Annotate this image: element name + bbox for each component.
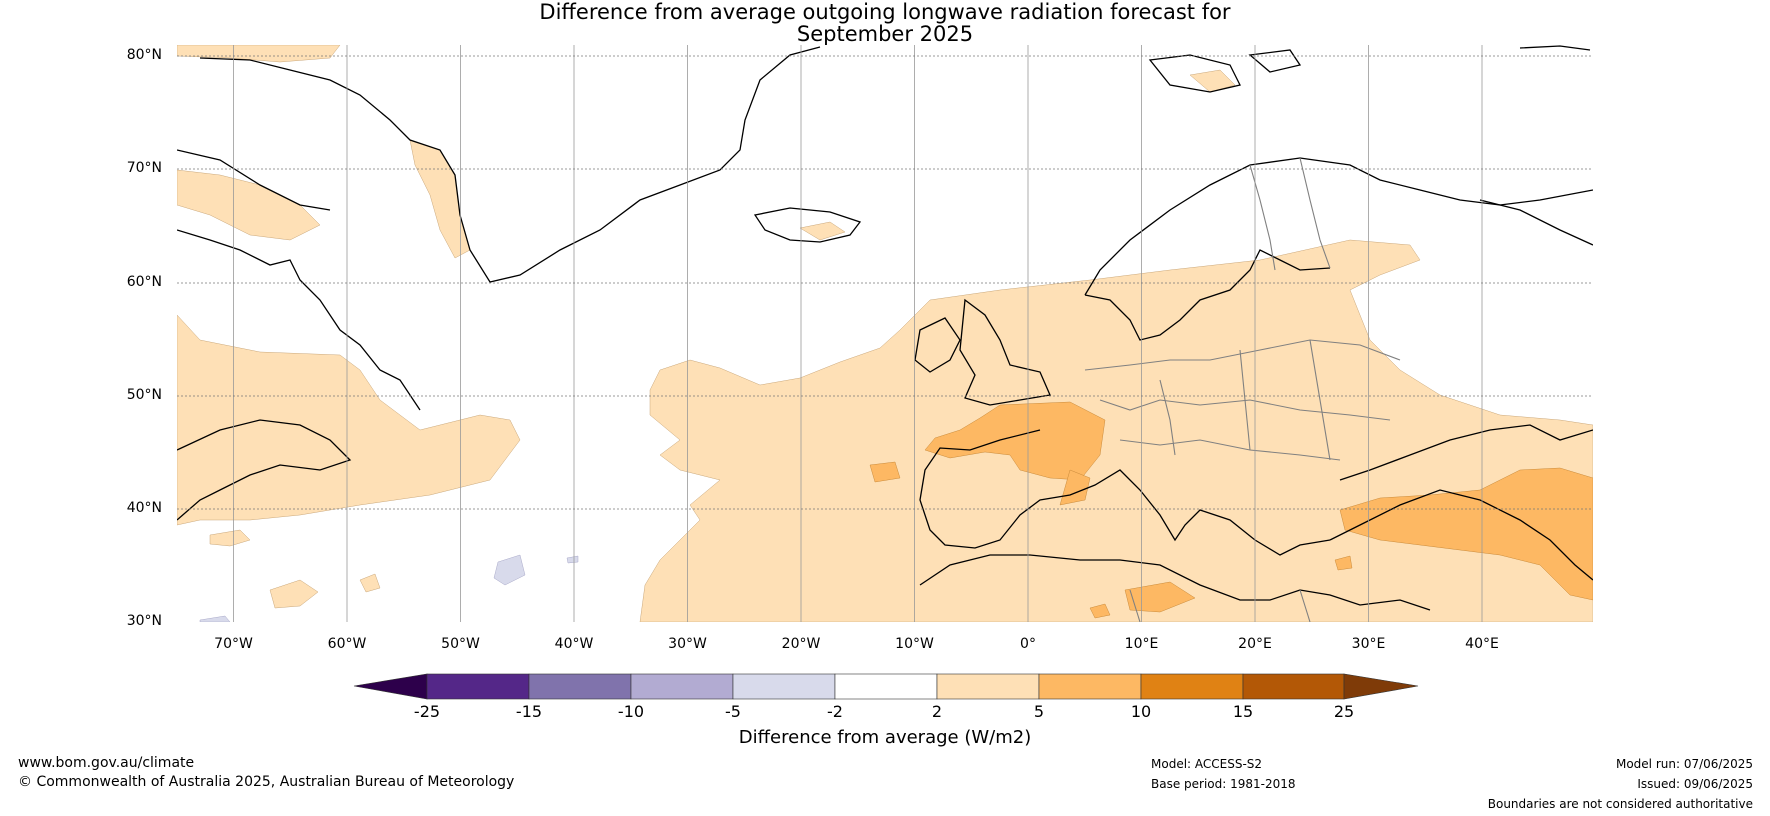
colorbar-tick: 10 [1130, 702, 1152, 721]
chart-title-line2: September 2025 [796, 22, 974, 46]
footer-base-period: Base period: 1981-2018 [1151, 777, 1296, 791]
lon-label: 30°W [668, 636, 707, 652]
footer-issued: Issued: 09/06/2025 [1637, 777, 1753, 791]
colorbar-tick: 5 [1033, 702, 1045, 721]
colorbar-tick: -15 [515, 702, 543, 721]
colorbar-bin [528, 673, 632, 700]
anomaly-region-turkey [1339, 467, 1593, 601]
footer-url[interactable]: www.bom.gov.au/climate [18, 755, 195, 771]
colorbar-extend-high [1343, 673, 1419, 700]
coastlines [177, 45, 1593, 611]
colorbar-tick: -2 [827, 702, 843, 721]
lat-label: 50°N [126, 387, 162, 403]
lon-label: 40°E [1465, 636, 1499, 652]
footer-model: Model: ACCESS-S2 [1151, 757, 1263, 771]
country-borders [1084, 157, 1401, 622]
footer-copyright: © Commonwealth of Australia 2025, Austra… [18, 774, 515, 790]
lon-label: 10°W [895, 636, 934, 652]
lon-label: 70°W [214, 636, 253, 652]
colorbar-tick: -5 [725, 702, 741, 721]
colorbar-bin [732, 673, 836, 700]
lat-label: 80°N [126, 47, 162, 63]
lon-label: 60°W [327, 636, 367, 652]
colorbar-tick: 25 [1333, 702, 1355, 721]
colorbar-bin [834, 673, 938, 700]
lat-label: 70°N [126, 160, 162, 176]
lon-label: 20°E [1238, 636, 1272, 652]
lon-label: 50°W [441, 636, 480, 652]
colorbar-bin [630, 673, 734, 700]
graticule [233, 45, 1483, 622]
latitude-lines [177, 55, 1593, 510]
colorbar-label: Difference from average (W/m2) [738, 727, 1032, 748]
colorbar-tick: 2 [931, 702, 943, 721]
colorbar-bin [1242, 673, 1345, 700]
lon-label: 20°W [781, 636, 821, 652]
anomaly-region-west-atlantic [177, 314, 521, 526]
colorbar-bin [936, 673, 1040, 700]
footer-disclaimer: Boundaries are not considered authoritat… [1487, 797, 1753, 811]
lon-label: 0° [1020, 636, 1036, 652]
anomaly-region-france [924, 401, 1106, 481]
lon-label: 40°W [554, 636, 594, 652]
lat-label: 60°N [126, 274, 162, 290]
colorbar-bin [1038, 673, 1142, 700]
colorbar [353, 673, 1419, 700]
lat-label: 30°N [126, 613, 162, 629]
lon-label: 30°E [1351, 636, 1386, 652]
lon-label: 10°E [1124, 636, 1159, 652]
colorbar-extend-low [353, 673, 428, 700]
forecast-field [177, 45, 1593, 622]
colorbar-bin [426, 673, 530, 700]
lat-label: 40°N [126, 500, 162, 516]
colorbar-tick: -10 [617, 702, 645, 721]
colorbar-bin [1140, 673, 1244, 700]
chart-title-line1: Difference from average outgoing longwav… [539, 0, 1231, 24]
footer-model-run: Model run: 07/06/2025 [1615, 757, 1753, 771]
colorbar-tick: 15 [1232, 702, 1254, 721]
colorbar-tick: -25 [413, 702, 441, 721]
